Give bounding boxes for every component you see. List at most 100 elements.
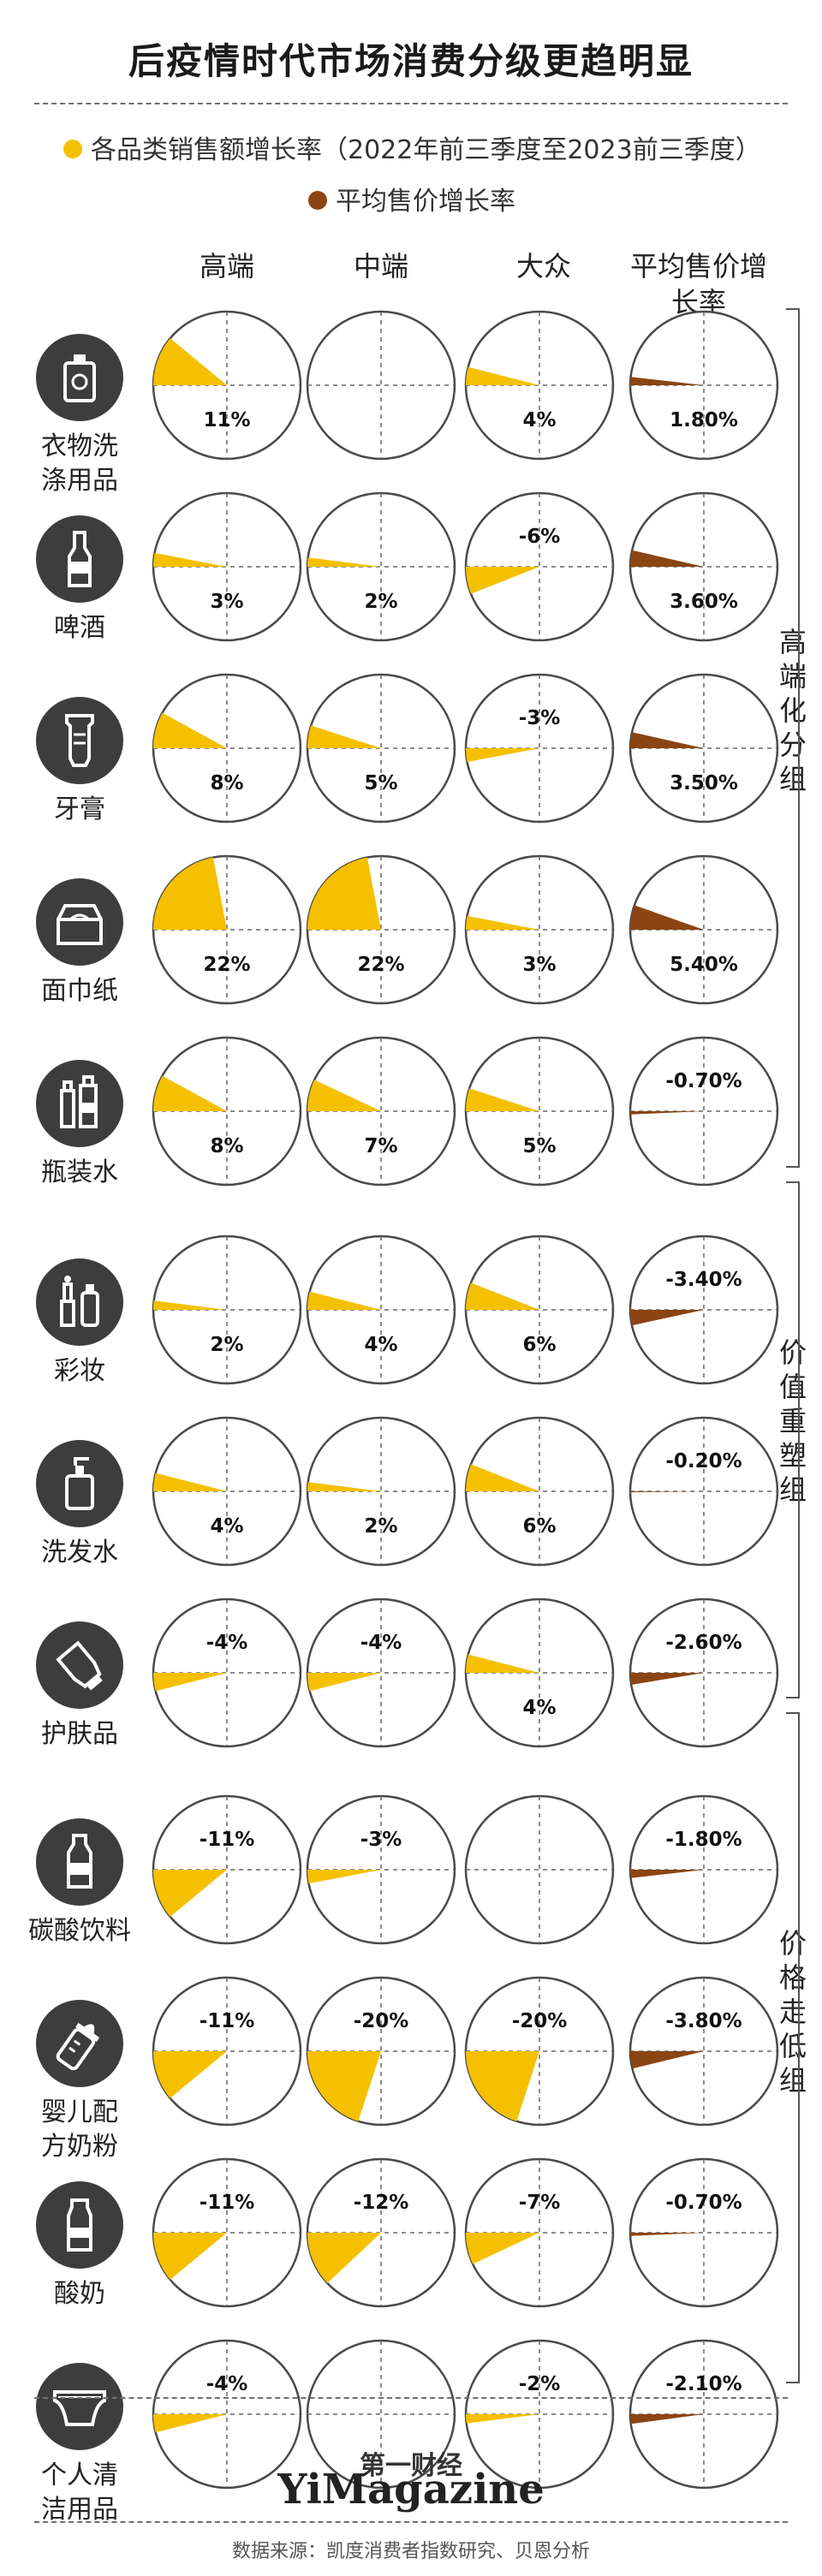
pie-chart bbox=[464, 1794, 615, 1945]
pie-chart: -11% bbox=[152, 1976, 302, 2127]
detergent-bottle-icon bbox=[36, 334, 123, 421]
pie-slice bbox=[153, 552, 227, 567]
data-label: -11% bbox=[200, 1829, 255, 1851]
row-label: 洗发水 bbox=[41, 1538, 118, 1568]
pie-chart: -3% bbox=[306, 1794, 456, 1945]
pie-slice bbox=[307, 1673, 381, 1692]
pie-slice bbox=[466, 2233, 539, 2264]
data-label: -0.70% bbox=[665, 1070, 742, 1092]
tissue-box-icon bbox=[36, 878, 123, 966]
page-title: 后疫情时代市场消费分级更趋明显 bbox=[128, 40, 694, 82]
data-label: 2% bbox=[210, 1334, 243, 1356]
pie-slice bbox=[153, 2051, 227, 2098]
pie-chart: 4% bbox=[464, 310, 615, 461]
pie-slice bbox=[307, 1870, 381, 1884]
data-label: -11% bbox=[200, 2010, 255, 2032]
pie-slice bbox=[153, 2414, 227, 2433]
pie-slice bbox=[153, 338, 227, 385]
makeup-icon bbox=[36, 1258, 123, 1346]
data-label: 3% bbox=[522, 954, 556, 976]
data-label: -11% bbox=[200, 2192, 255, 2214]
data-label: 11% bbox=[203, 409, 250, 431]
baby-bottle-icon bbox=[36, 2000, 123, 2087]
pie-chart: 3% bbox=[464, 854, 615, 1005]
yogurt-bottle-icon bbox=[36, 2181, 123, 2269]
diaper-icon bbox=[36, 2363, 123, 2450]
data-label: -4% bbox=[360, 1632, 402, 1654]
pie-slice bbox=[153, 857, 227, 930]
data-label: 3.50% bbox=[670, 772, 738, 794]
legend-price-swatch bbox=[308, 190, 327, 210]
pie-chart bbox=[306, 310, 456, 461]
data-label: -2.10% bbox=[665, 2373, 742, 2395]
pie-chart: 2% bbox=[306, 491, 456, 642]
pie-slice bbox=[307, 557, 381, 567]
data-label: -4% bbox=[206, 2373, 248, 2395]
pie-slice bbox=[630, 2414, 704, 2424]
pie-chart: -0.70% bbox=[628, 2157, 779, 2308]
legend-sales-swatch bbox=[63, 139, 82, 158]
pie-slice bbox=[307, 857, 381, 930]
pie-outline bbox=[464, 1794, 615, 1945]
pie-slice bbox=[466, 1282, 539, 1310]
soda-bottle-icon bbox=[36, 1818, 123, 1906]
data-label: 4% bbox=[522, 409, 556, 431]
brand-chinese: 第一财经 bbox=[360, 2451, 462, 2481]
column-header-avg-price: 平均售价增长率 bbox=[630, 250, 768, 318]
data-label: 2% bbox=[364, 591, 397, 613]
data-label: 8% bbox=[210, 772, 243, 794]
pie-slice bbox=[153, 1673, 227, 1692]
toothpaste-icon bbox=[36, 697, 123, 784]
data-label: 5% bbox=[522, 1135, 556, 1157]
pie-chart: 1.80% bbox=[628, 310, 779, 461]
pie-slice bbox=[466, 1088, 539, 1111]
data-label: 3% bbox=[210, 591, 243, 613]
pie-slice bbox=[630, 2233, 704, 2236]
data-label: -3.80% bbox=[665, 2010, 742, 2032]
data-label: -3% bbox=[519, 707, 561, 729]
pie-slice bbox=[153, 1870, 227, 1917]
row-label: 酸奶 bbox=[54, 2279, 105, 2309]
pie-slice bbox=[630, 732, 704, 748]
row-label: 碳酸饮料 bbox=[28, 1916, 131, 1946]
data-label: -20% bbox=[512, 2010, 568, 2032]
pie-outline bbox=[306, 310, 456, 461]
row-label: 彩妆 bbox=[54, 1356, 105, 1386]
pie-slice bbox=[153, 2233, 227, 2280]
data-label: 5% bbox=[364, 772, 397, 794]
data-label: 4% bbox=[364, 1334, 397, 1356]
pie-chart: -2% bbox=[464, 2339, 615, 2490]
pie-slice bbox=[307, 2233, 381, 2283]
pie-slice bbox=[307, 725, 381, 748]
data-label: -7% bbox=[519, 2192, 561, 2214]
data-label: 4% bbox=[522, 1697, 556, 1719]
pie-slice bbox=[466, 2051, 539, 2121]
data-label: 8% bbox=[210, 1135, 243, 1157]
pie-slice bbox=[307, 1291, 381, 1310]
pie-chart: -0.70% bbox=[628, 1036, 779, 1187]
pie-chart: 6% bbox=[464, 1416, 615, 1567]
pie-slice bbox=[153, 1300, 227, 1310]
data-label: -2.60% bbox=[665, 1632, 742, 1654]
row-label: 牙膏 bbox=[54, 794, 105, 824]
pie-chart: -4% bbox=[306, 1597, 456, 1748]
pie-chart: -20% bbox=[306, 1976, 456, 2127]
group-label-value: 价值重塑组 bbox=[778, 1336, 807, 1506]
pie-chart: 5% bbox=[464, 1036, 615, 1187]
data-label: 2% bbox=[364, 1515, 397, 1538]
data-label: -4% bbox=[206, 1632, 248, 1654]
pie-chart: 5% bbox=[306, 673, 456, 824]
column-header-mid-range: 中端 bbox=[353, 250, 408, 283]
pie-slice bbox=[466, 1464, 539, 1491]
row-label: 瓶装水 bbox=[41, 1157, 118, 1187]
group-label-price-down: 价格走低组 bbox=[778, 1927, 807, 2097]
pie-slice bbox=[630, 1491, 704, 1493]
column-header-high-end: 高端 bbox=[199, 250, 254, 283]
pie-chart: -11% bbox=[152, 1794, 302, 1945]
data-label: -0.70% bbox=[665, 2192, 742, 2214]
pie-chart: 2% bbox=[306, 1416, 456, 1567]
data-label: 7% bbox=[364, 1135, 397, 1157]
pie-chart: -1.80% bbox=[628, 1794, 779, 1945]
data-label: -3% bbox=[360, 1829, 402, 1851]
row-label: 衣物洗涤用品 bbox=[41, 431, 118, 496]
